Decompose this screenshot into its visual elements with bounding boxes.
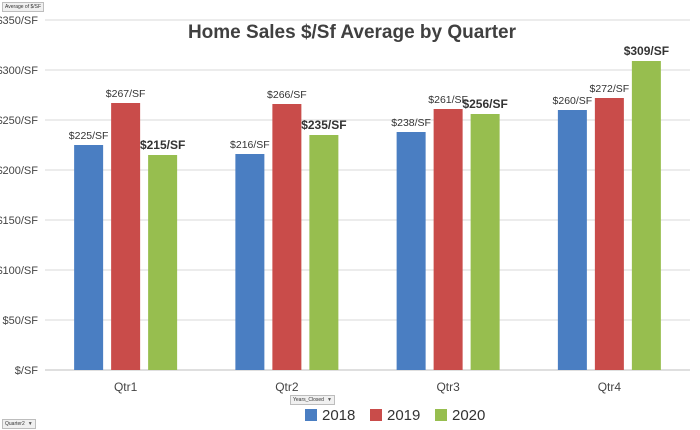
y-tick-label: $/SF — [15, 365, 39, 377]
x-tick-label: Qtr3 — [436, 380, 460, 394]
legend-swatch — [305, 409, 317, 421]
x-tick-label: Qtr4 — [598, 380, 622, 394]
bar — [631, 61, 661, 370]
x-tick-label: Qtr2 — [275, 380, 299, 394]
values-field-button[interactable]: Average of $/SF — [2, 2, 45, 12]
bar — [396, 132, 426, 370]
filter-dropdown-icon[interactable]: ▼ — [326, 397, 332, 403]
bar — [309, 135, 339, 370]
row-field-button[interactable]: Quarter2 ▼ — [2, 419, 36, 429]
data-label: $256/SF — [462, 97, 507, 111]
data-label: $266/SF — [267, 89, 307, 101]
bar — [111, 103, 141, 370]
data-label: $267/SF — [106, 88, 146, 100]
data-label: $272/SF — [590, 83, 630, 95]
legend-swatch — [435, 409, 447, 421]
y-tick-label: $100/SF — [0, 265, 38, 277]
legend-label: 2020 — [452, 407, 485, 424]
data-label: $261/SF — [428, 94, 468, 106]
bar — [74, 145, 104, 370]
bar — [594, 98, 624, 370]
data-label: $238/SF — [391, 117, 431, 129]
data-label: $260/SF — [553, 95, 593, 107]
bar — [148, 155, 178, 370]
data-label: $235/SF — [301, 118, 346, 132]
y-tick-label: $300/SF — [0, 65, 38, 77]
data-label: $215/SF — [140, 138, 185, 152]
legend-swatch — [370, 409, 382, 421]
column-field-button[interactable]: Years_Closed ▼ — [290, 395, 335, 405]
bar — [557, 110, 587, 370]
values-field-label: Average of $/SF — [5, 4, 42, 10]
legend-label: 2019 — [387, 407, 420, 424]
y-tick-label: $200/SF — [0, 165, 38, 177]
row-field-label: Quarter2 — [5, 421, 25, 427]
chart-title: Home Sales $/Sf Average by Quarter — [188, 22, 517, 43]
y-tick-label: $50/SF — [3, 315, 39, 327]
data-label: $216/SF — [230, 139, 270, 151]
bar — [470, 114, 500, 370]
bar — [272, 104, 302, 370]
y-tick-label: $250/SF — [0, 115, 38, 127]
x-tick-label: Qtr1 — [114, 380, 138, 394]
y-tick-label: $350/SF — [0, 15, 38, 27]
legend-label: 2018 — [322, 407, 355, 424]
bar — [433, 109, 463, 370]
column-field-label: Years_Closed — [293, 397, 324, 403]
y-tick-label: $150/SF — [0, 215, 38, 227]
data-label: $225/SF — [69, 130, 109, 142]
data-label: $309/SF — [624, 44, 669, 58]
bar — [235, 154, 265, 370]
row-dropdown-icon[interactable]: ▼ — [27, 421, 33, 427]
